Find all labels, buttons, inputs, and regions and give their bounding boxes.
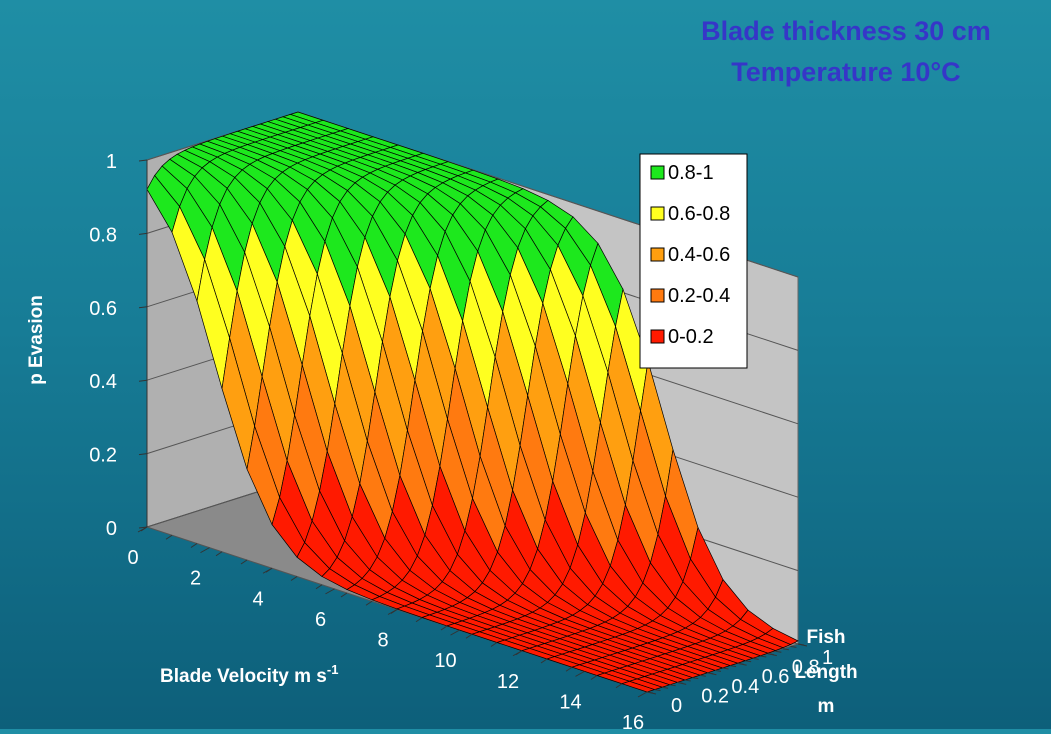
x-tick-label: 10	[434, 650, 456, 672]
x-minor-tick	[315, 584, 323, 590]
x-tick	[450, 629, 460, 636]
z-tick	[138, 453, 148, 456]
x-minor-tick	[365, 600, 373, 606]
x-tick	[200, 547, 210, 554]
x-minor-tick	[265, 567, 273, 573]
y-minor-tick	[707, 672, 714, 675]
y-minor-tick	[714, 669, 722, 672]
x-minor-tick	[390, 609, 398, 614]
y-minor-tick	[729, 665, 737, 668]
y-minor-tick	[684, 679, 691, 682]
z-tick	[138, 379, 148, 382]
z-tick-label: 0.2	[89, 445, 117, 467]
y-axis-title-line-2: Length	[794, 662, 857, 683]
y-minor-tick	[797, 643, 805, 646]
y-tick-label: 1	[822, 647, 833, 669]
legend-label: 0.4-0.6	[668, 244, 730, 266]
legend-swatch	[650, 206, 665, 221]
x-minor-tick	[240, 559, 248, 565]
z-tick	[138, 159, 148, 162]
y-tick-label: 0.2	[701, 685, 729, 707]
z-tick-label: 0.4	[89, 371, 117, 393]
y-minor-tick	[662, 686, 669, 689]
x-tick-label: 8	[377, 630, 388, 652]
x-minor-tick	[465, 633, 473, 639]
y-minor-tick	[760, 655, 767, 658]
x-tick-label: 12	[497, 671, 519, 693]
y-minor-tick	[646, 691, 654, 694]
y-minor-tick	[699, 674, 706, 677]
legend-label: 0.8-1	[668, 162, 714, 184]
y-minor-tick	[790, 645, 797, 648]
legend-swatch	[650, 165, 665, 180]
x-minor-tick	[515, 650, 523, 656]
y-axis-title-line-3: m	[818, 696, 835, 717]
z-tick	[138, 526, 148, 529]
surface-cell	[620, 680, 656, 693]
y-minor-tick	[737, 662, 744, 665]
surface-mesh	[146, 111, 799, 693]
x-tick-label: 16	[622, 712, 644, 729]
z-tick	[138, 232, 148, 235]
z-tick-label: 0.6	[89, 298, 117, 320]
x-minor-tick	[290, 576, 298, 581]
y-minor-tick	[745, 660, 752, 663]
chart-title-line-2: Temperature 10°C	[731, 57, 960, 87]
legend-swatch	[650, 247, 665, 262]
y-tick-label: 0	[671, 695, 682, 717]
x-tick-label: 6	[315, 609, 326, 631]
legend-label: 0-0.2	[668, 326, 714, 348]
x-minor-tick	[140, 526, 148, 532]
legend-swatch	[650, 288, 665, 303]
y-tick-label: 0.6	[762, 666, 790, 688]
y-minor-tick	[752, 657, 759, 660]
y-minor-tick	[782, 648, 789, 651]
x-minor-tick	[490, 642, 498, 647]
x-tick-label: 0	[127, 547, 138, 569]
x-minor-tick	[615, 683, 623, 689]
legend-items: 0.8-1 0.6-0.8 0.4-0.6 0.2-0.4 0-0.2	[650, 162, 730, 348]
legend-label: 0.6-0.8	[668, 203, 730, 225]
z-tick-label: 1	[106, 151, 117, 173]
x-tick-label: 4	[252, 588, 263, 610]
x-tick-label: 2	[190, 568, 201, 590]
x-tick-label: 14	[559, 691, 581, 713]
x-minor-tick	[165, 534, 173, 540]
y-minor-tick	[654, 689, 661, 692]
legend-swatch	[650, 329, 665, 344]
x-axis-title-main: Blade Velocity m s	[160, 666, 327, 687]
x-minor-tick	[190, 543, 198, 548]
x-minor-tick	[215, 551, 223, 557]
z-tick	[138, 306, 148, 309]
x-minor-tick	[540, 658, 548, 664]
y-minor-tick	[692, 677, 699, 680]
y-minor-tick	[677, 681, 684, 684]
x-tick	[575, 670, 585, 677]
x-minor-tick	[440, 625, 448, 631]
y-tick-label: 0.8	[792, 657, 820, 679]
y-minor-tick	[722, 667, 729, 670]
chart-title-line-1: Blade thickness 30 cm	[701, 16, 991, 46]
x-axis-title-superscript: -1	[327, 662, 339, 677]
y-axis-title-line-1: Fish	[806, 627, 845, 648]
z-tick-label: 0	[106, 518, 117, 540]
y-tick-label: 0.4	[731, 676, 759, 698]
x-tick	[325, 588, 335, 595]
x-tick	[637, 691, 648, 698]
legend-label: 0.2-0.4	[668, 285, 730, 307]
z-axis-title: p Evasion	[26, 295, 47, 385]
x-axis-title: Blade Velocity m s-1	[160, 662, 338, 687]
x-minor-tick	[415, 617, 423, 623]
x-minor-tick	[565, 666, 573, 672]
legend: 0.8-1 0.6-0.8 0.4-0.6 0.2-0.4 0-0.2	[639, 153, 748, 369]
z-tick-label: 0.8	[89, 224, 117, 246]
y-minor-tick	[767, 653, 774, 656]
y-minor-tick	[775, 650, 782, 653]
x-minor-tick	[340, 592, 348, 598]
x-minor-tick	[590, 675, 598, 680]
y-minor-tick	[669, 684, 676, 687]
